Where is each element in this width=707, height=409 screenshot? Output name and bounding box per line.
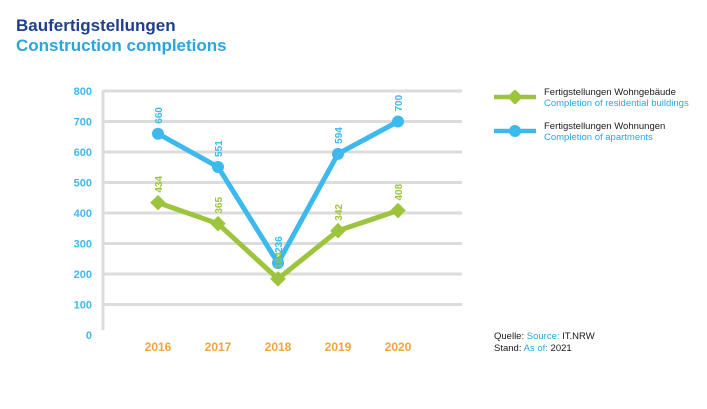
- data-label-residential: 365: [214, 197, 225, 214]
- chart-title-german: Baufertigstellungen: [16, 16, 176, 35]
- point-residential: [390, 202, 406, 219]
- y-tick-label: 300: [74, 239, 92, 251]
- data-label-residential: 434: [154, 176, 165, 193]
- y-tick-label: 600: [74, 147, 92, 159]
- point-residential: [210, 215, 226, 232]
- y-tick-label: 800: [74, 86, 92, 98]
- data-label-apartments: 551: [214, 140, 225, 157]
- legend-label-apartments-de: Fertigstellungen Wohnungen: [544, 121, 666, 132]
- data-label-apartments: 236: [274, 236, 285, 253]
- chart-title-english: Construction completions: [16, 36, 227, 55]
- legend-label-residential-en: Completion of residential buildings: [544, 98, 689, 109]
- x-tick-label: 2020: [385, 340, 412, 354]
- y-tick-label: 0: [86, 330, 92, 342]
- data-label-residential: 342: [334, 204, 345, 221]
- data-label-apartments: 594: [334, 127, 345, 144]
- source-value: IT.NRW: [562, 331, 595, 342]
- source-note: Quelle: Source: IT.NRW Stand: As of: 202…: [494, 331, 595, 355]
- point-apartments: [272, 257, 284, 270]
- legend-label-apartments-en: Completion of apartments: [544, 132, 653, 143]
- as-of-value: 2021: [550, 343, 572, 354]
- as-of-line: Stand: As of: 2021: [494, 343, 595, 355]
- point-residential: [330, 222, 346, 239]
- x-tick-label: 2017: [205, 340, 232, 354]
- source-label-de: Quelle:: [494, 331, 525, 342]
- y-tick-label: 400: [74, 208, 92, 220]
- y-tick-label: 200: [74, 269, 92, 281]
- y-tick-label: 100: [74, 300, 92, 312]
- legend-swatch-residential: [494, 90, 536, 104]
- point-apartments: [212, 160, 224, 173]
- y-tick-label: 700: [74, 117, 92, 129]
- legend-label-residential-de: Fertigstellungen Wohngebäude: [544, 87, 676, 98]
- x-tick-label: 2018: [265, 340, 292, 354]
- point-apartments: [332, 147, 344, 160]
- legend-swatch-apartments: [494, 125, 536, 137]
- source-line: Quelle: Source: IT.NRW: [494, 331, 595, 343]
- y-tick-label: 500: [74, 178, 92, 190]
- as-of-label-en: As of:: [523, 343, 548, 354]
- point-residential: [150, 194, 166, 211]
- point-apartments: [392, 115, 404, 128]
- data-label-residential: 408: [394, 183, 405, 200]
- data-label-apartments: 700: [394, 94, 405, 111]
- x-tick-label: 2016: [145, 340, 172, 354]
- as-of-label-de: Stand:: [494, 343, 522, 354]
- x-tick-label: 2019: [325, 340, 352, 354]
- point-apartments: [152, 127, 164, 140]
- data-label-residential: 184: [274, 252, 285, 269]
- source-label-en: Source:: [526, 331, 560, 342]
- data-label-apartments: 660: [154, 107, 165, 124]
